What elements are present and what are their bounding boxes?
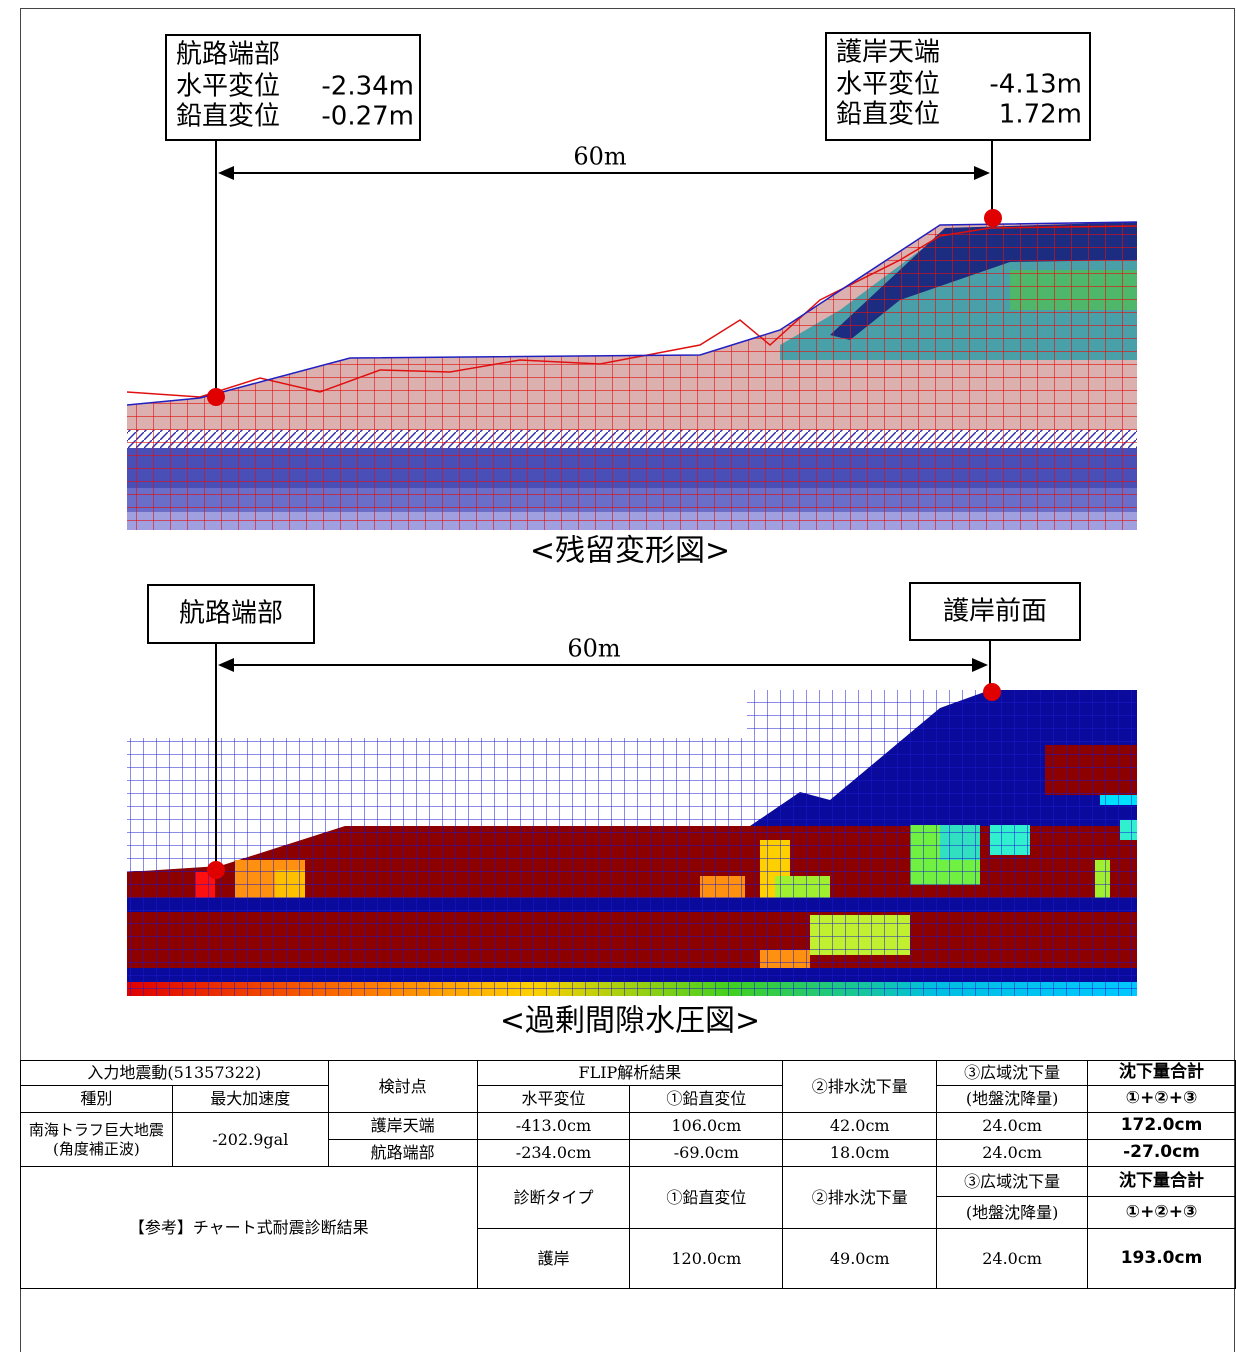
- callout-title: 航路端部: [176, 40, 280, 70]
- cell: 49.0cm: [782, 1228, 938, 1289]
- cell: 入力地震動(51357322): [20, 1060, 329, 1086]
- cell: 106.0cm: [629, 1112, 784, 1140]
- cell: 193.0cm: [1087, 1228, 1236, 1289]
- cell: 24.0cm: [936, 1112, 1089, 1140]
- cell: ②排水沈下量: [782, 1166, 938, 1229]
- cell: 沈下量合計: [1087, 1166, 1236, 1197]
- callout-label: 鉛直変位: [176, 102, 280, 132]
- cell: 護岸天端: [327, 1112, 478, 1140]
- results-table: 入力地震動(51357322) 検討点 FLIP解析結果 ②排水沈下量 ③広域沈…: [20, 1060, 1236, 1289]
- callout-value: -2.34m: [321, 72, 414, 102]
- distance-label: 60m: [573, 143, 627, 171]
- cell: FLIP解析結果: [476, 1060, 784, 1086]
- cell: 南海トラフ巨大地震 (角度補正波): [20, 1112, 173, 1167]
- cell: -69.0cm: [629, 1139, 784, 1167]
- cell: 18.0cm: [782, 1139, 938, 1167]
- cell: -27.0cm: [1087, 1139, 1236, 1167]
- callout-title: 護岸天端: [836, 38, 940, 68]
- cell: ③広域沈下量: [936, 1060, 1089, 1086]
- cell: (地盤沈降量): [936, 1196, 1089, 1229]
- cell: -202.9gal: [171, 1112, 329, 1167]
- callout-label: 水平変位: [176, 72, 280, 102]
- cell: 172.0cm: [1087, 1112, 1236, 1140]
- figure-caption: <残留変形図>: [530, 534, 730, 569]
- cell: ①鉛直変位: [629, 1085, 784, 1113]
- cell: 航路端部: [327, 1139, 478, 1167]
- cell: 120.0cm: [629, 1228, 784, 1289]
- cell: -413.0cm: [476, 1112, 631, 1140]
- callout-value: 1.72m: [999, 100, 1082, 130]
- cell-line: 南海トラフ巨大地震: [28, 1120, 164, 1139]
- cell: 検討点: [327, 1060, 478, 1113]
- cell: ①鉛直変位: [629, 1166, 784, 1229]
- figures: 航路端部 水平変位 -2.34m 鉛直変位 -0.27m 護岸天端 水平変位 -…: [126, 32, 1138, 1039]
- cell: 【参考】チャート式耐震診断結果: [20, 1166, 478, 1289]
- callout-title: 護岸前面: [943, 597, 1047, 627]
- cell: (地盤沈降量): [936, 1085, 1089, 1113]
- cell: 24.0cm: [936, 1228, 1089, 1289]
- callout-label: 鉛直変位: [836, 100, 940, 130]
- callout-title: 航路端部: [179, 599, 283, 629]
- page-frame: [20, 8, 1235, 1352]
- distance-label: 60m: [567, 635, 621, 663]
- deformation-figure: 航路端部 水平変位 -2.34m 鉛直変位 -0.27m 護岸天端 水平変位 -…: [126, 32, 1138, 569]
- cell: 42.0cm: [782, 1112, 938, 1140]
- pore-pressure-figure: 航路端部 護岸前面 60m <過剰間隙水圧図>: [127, 582, 1137, 1039]
- cell: -234.0cm: [476, 1139, 631, 1167]
- callout-label: 水平変位: [836, 70, 940, 100]
- cell: 種別: [20, 1085, 173, 1113]
- cell: 診断タイプ: [476, 1166, 631, 1229]
- cell-line: (角度補正波): [53, 1139, 140, 1158]
- callout-value: -0.27m: [321, 102, 414, 132]
- figure-caption: <過剰間隙水圧図>: [500, 1004, 760, 1039]
- cell: ①+②+③: [1087, 1085, 1236, 1113]
- cell: 24.0cm: [936, 1139, 1089, 1167]
- cell: ③広域沈下量: [936, 1166, 1089, 1197]
- cell: 沈下量合計: [1087, 1060, 1236, 1086]
- cell: ①+②+③: [1087, 1196, 1236, 1229]
- cell: ②排水沈下量: [782, 1060, 938, 1113]
- cell: 最大加速度: [171, 1085, 329, 1113]
- cell: 水平変位: [476, 1085, 631, 1113]
- callout-value: -4.13m: [989, 70, 1082, 100]
- cell: 護岸: [476, 1228, 631, 1289]
